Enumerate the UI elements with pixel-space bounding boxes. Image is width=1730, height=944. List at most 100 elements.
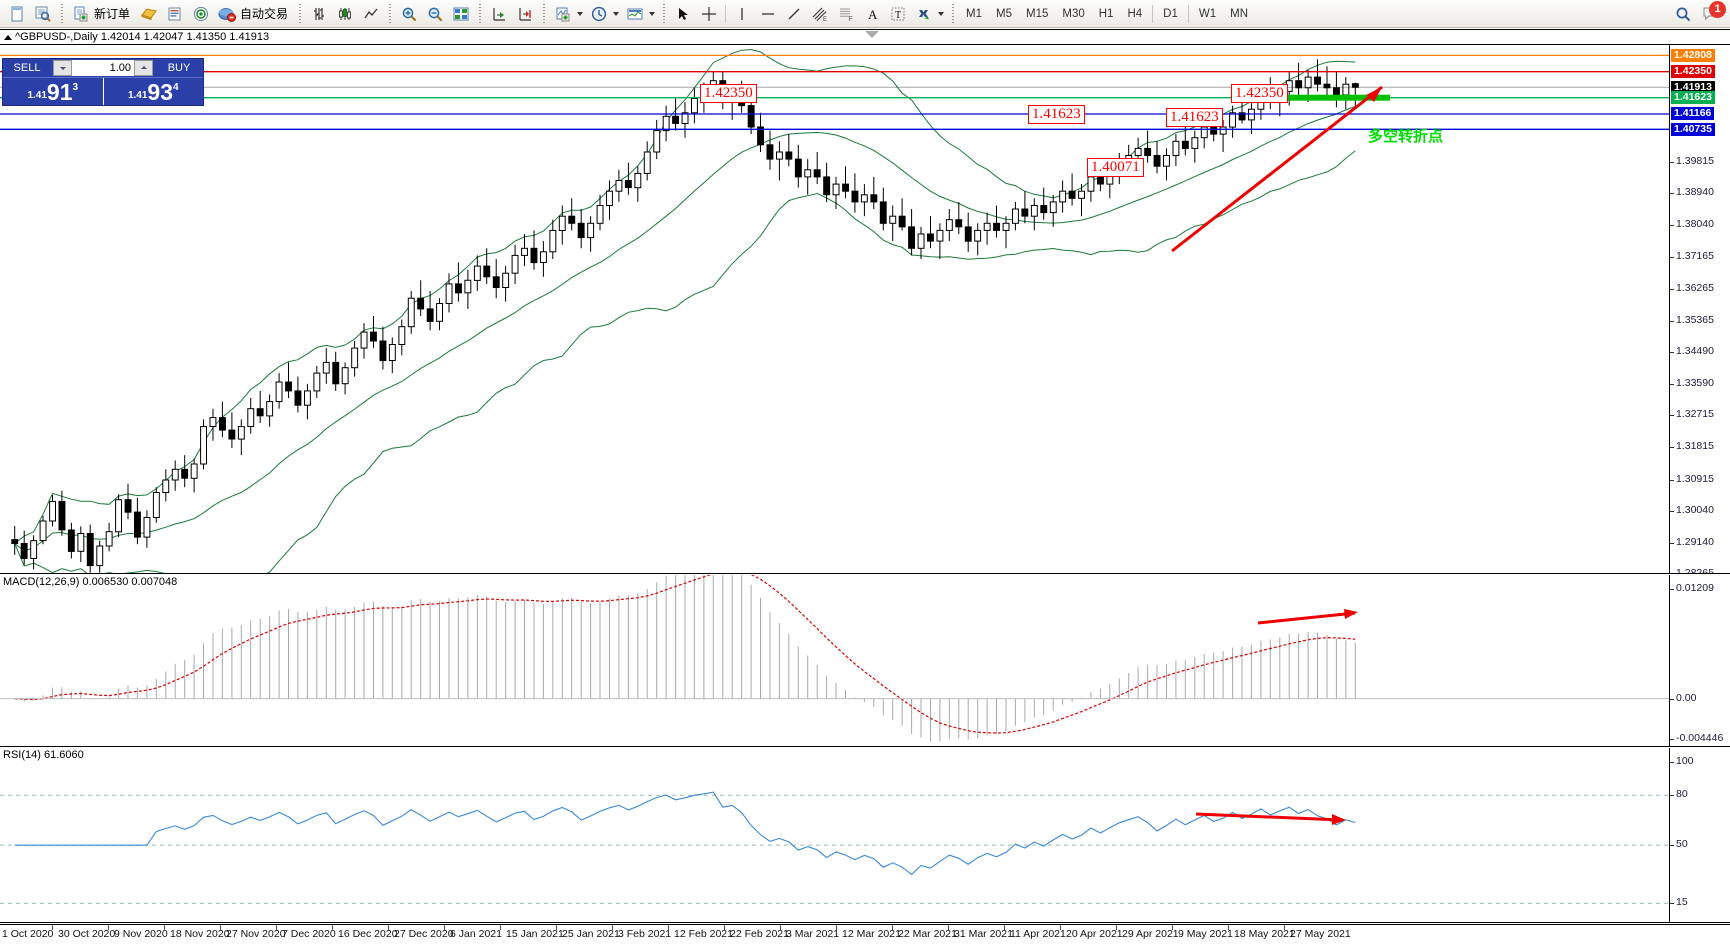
new-chart-icon[interactable]	[4, 2, 30, 26]
price-tag-label[interactable]: 1.41623	[1166, 108, 1223, 127]
text-box-icon[interactable]: T	[885, 2, 911, 26]
templates-icon[interactable]	[622, 2, 648, 26]
auto-scroll-icon[interactable]	[512, 2, 538, 26]
bar-chart-icon[interactable]	[306, 2, 332, 26]
buy-button[interactable]: BUY	[155, 59, 203, 77]
new-order-button[interactable]: 新订单	[68, 2, 136, 26]
candle-body	[266, 401, 274, 417]
signals-icon[interactable]	[162, 2, 188, 26]
price-axis-marker-1-42808[interactable]: 1.42808	[1671, 48, 1715, 62]
time-axis[interactable]: 1 Oct 2020 30 Oct 2020 9 Nov 2020 18 Nov 20…	[0, 924, 1730, 944]
volume-input[interactable]: 1.00	[109, 62, 131, 74]
new-order-icon[interactable]	[68, 2, 94, 26]
collapse-icon[interactable]	[865, 31, 879, 38]
time-axis-tick	[220, 925, 221, 930]
macd-plot[interactable]	[0, 575, 1669, 746]
candle-body	[530, 247, 538, 264]
candle-body	[256, 408, 264, 417]
price-tag-label[interactable]: 1.41623	[1028, 105, 1085, 124]
equidistant-channel-icon[interactable]: E	[807, 2, 833, 26]
toolbar-separator	[543, 3, 546, 24]
zoom-out-icon[interactable]	[422, 2, 448, 26]
radar-icon[interactable]	[188, 2, 214, 26]
rsi-label: RSI(14) 61.6060	[3, 749, 84, 761]
tile-windows-icon[interactable]	[448, 2, 474, 26]
price-axis-marker-1-41623[interactable]: 1.41623	[1671, 91, 1715, 105]
add-indicator-icon[interactable]	[550, 2, 576, 26]
rsi-trend-arrow-line	[1195, 812, 1343, 822]
expand-icon[interactable]	[4, 35, 12, 40]
timeframe-d1[interactable]: D1	[1163, 7, 1178, 20]
cursor-icon[interactable]	[670, 2, 696, 26]
chart-title: ^GBPUSD-,Daily 1.42014 1.42047 1.41350 1…	[15, 31, 270, 43]
notification-badge: 1	[1709, 0, 1726, 18]
arrows-dropdown-icon[interactable]	[938, 11, 945, 16]
one-click-trading-panel[interactable]: SELL 1.00 BUY 1.41 91 3 1.41 93 4	[2, 58, 204, 106]
volume-stepper[interactable]: 1.00	[53, 60, 153, 76]
period-dropdown-icon[interactable]	[613, 11, 620, 16]
time-axis-label: 18 May 2021	[1234, 928, 1295, 940]
macd-axis[interactable]: 0.01209 0.00 -0.004446	[1669, 575, 1730, 746]
trendline-icon[interactable]	[781, 2, 807, 26]
price-axis-tick-label: 1.32715	[1676, 408, 1714, 421]
timeframe-h1[interactable]: H1	[1098, 7, 1114, 20]
toolbar-separator	[299, 3, 302, 24]
zoom-in-icon[interactable]	[396, 2, 422, 26]
volume-dropdown-icon[interactable]	[53, 60, 72, 76]
crosshair-icon[interactable]	[696, 2, 722, 26]
timeframe-h4[interactable]: H4	[1127, 7, 1143, 20]
templates-dropdown-icon[interactable]	[649, 11, 656, 16]
rsi-plot[interactable]	[0, 748, 1669, 922]
arrows-icon[interactable]	[911, 2, 937, 26]
price-axis[interactable]: 1.39815 1.38940 1.38040 1.37165 1.36265 1.353…	[1669, 45, 1730, 573]
price-tag-label[interactable]: 1.40071	[1087, 158, 1144, 177]
add-indicator-dropdown-icon[interactable]	[577, 11, 584, 16]
fibonacci-icon[interactable]: F	[833, 2, 859, 26]
sell-button[interactable]: SELL	[3, 59, 51, 77]
buy-price[interactable]: 1.41 93 4	[104, 78, 204, 105]
search-icon[interactable]	[1670, 2, 1696, 26]
timeframe-m1[interactable]: M1	[966, 7, 983, 20]
market-watch-icon[interactable]	[30, 2, 56, 26]
candle-body	[1181, 140, 1189, 149]
price-axis-marker-1-41166[interactable]: 1.41166	[1671, 107, 1715, 121]
candle-body	[1087, 176, 1095, 192]
timeframe-m15[interactable]: M15	[1026, 7, 1049, 20]
new-order-label: 新订单	[94, 7, 131, 21]
timeframe-mn[interactable]: MN	[1230, 7, 1248, 20]
time-axis-label: 31 Mar 2021	[954, 928, 1013, 940]
candle-body	[823, 176, 831, 196]
price-tag-label[interactable]: 1.42350	[700, 84, 757, 103]
timeframe-w1[interactable]: W1	[1198, 7, 1217, 20]
notifications-button[interactable]: 1	[1696, 0, 1726, 26]
candle-body	[1144, 147, 1152, 157]
timeframe-m5[interactable]: M5	[996, 7, 1012, 20]
timeframe-m30[interactable]: M30	[1062, 7, 1085, 20]
text-label-icon[interactable]: A	[859, 2, 885, 26]
macd-pane[interactable]: MACD(12,26,9) 0.006530 0.007048 0.01209 0…	[0, 575, 1730, 747]
line-chart-icon[interactable]	[358, 2, 384, 26]
autotrading-button[interactable]: 自动交易	[214, 2, 294, 26]
horizontal-line-icon[interactable]	[755, 2, 781, 26]
candle-body	[974, 229, 982, 242]
price-axis-marker-1-40735[interactable]: 1.40735	[1671, 122, 1715, 136]
candlestick-chart-icon[interactable]	[332, 2, 358, 26]
sell-price[interactable]: 1.41 91 3	[3, 78, 104, 105]
price-axis-marker-1-42350[interactable]: 1.42350	[1671, 65, 1715, 79]
rsi-axis[interactable]: 100 80 50 15	[1669, 748, 1730, 922]
chart-shift-icon[interactable]	[486, 2, 512, 26]
price-pane[interactable]: 1.42350 1.41623 1.40071 1.42350 1.41623 多空转折点…	[0, 45, 1730, 574]
price-axis-marker-1-41913[interactable]: 1.41913	[1671, 80, 1715, 94]
time-axis-tick	[836, 925, 837, 930]
period-clock-icon[interactable]	[586, 2, 612, 26]
volume-increment-icon[interactable]	[134, 60, 153, 76]
expert-advisor-icon[interactable]	[136, 2, 162, 26]
time-axis-label: 6 Jan 2021	[450, 928, 502, 940]
candle-body	[653, 130, 661, 153]
autotrading-icon[interactable]	[214, 2, 240, 26]
price-tag-label[interactable]: 1.42350	[1231, 84, 1288, 103]
vertical-line-icon[interactable]	[729, 2, 755, 26]
rsi-pane[interactable]: RSI(14) 61.6060 100 80 50 15	[0, 748, 1730, 923]
price-plot[interactable]: 1.42350 1.41623 1.40071 1.42350 1.41623 多空转折点	[0, 45, 1669, 573]
candle-body	[624, 180, 632, 189]
